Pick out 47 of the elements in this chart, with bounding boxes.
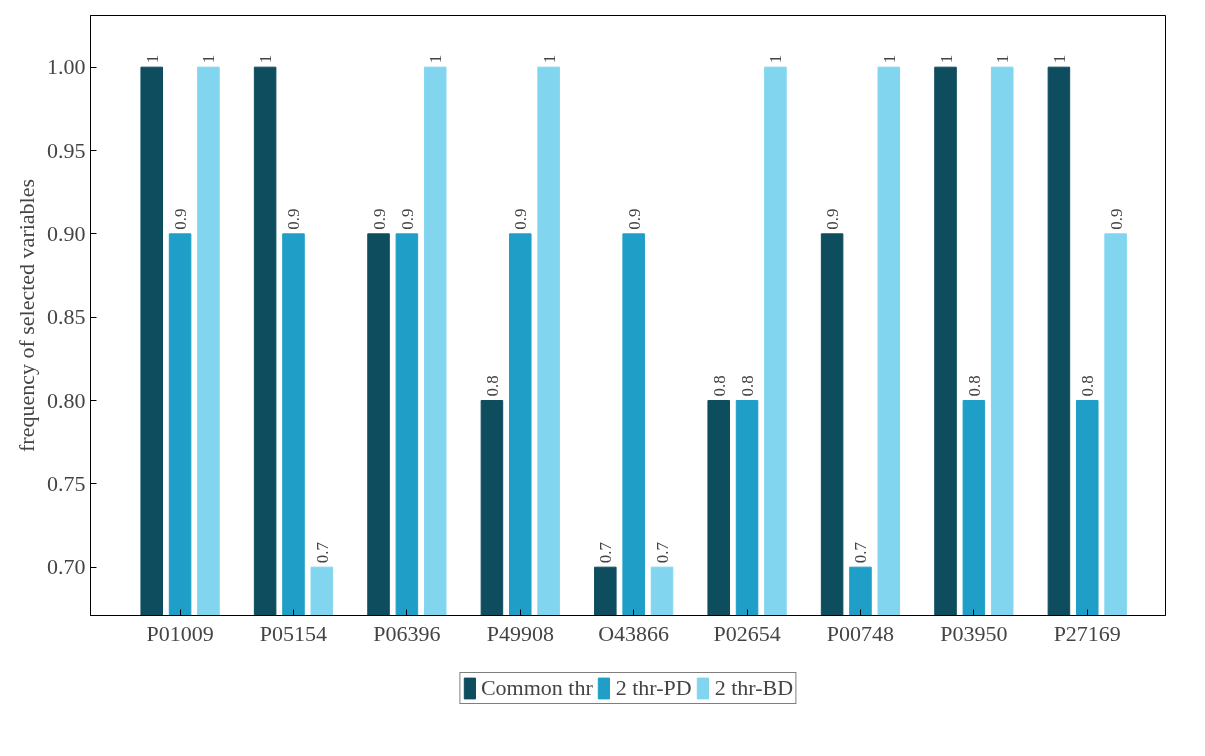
x-tick-label: P02654 (713, 620, 781, 646)
x-tick-label: P27169 (1053, 620, 1121, 646)
x-tick-label: P01009 (146, 620, 214, 646)
data-label: 0.7 (312, 541, 332, 564)
y-tick-label: 0.80 (47, 387, 86, 413)
y-tick-label: 0.90 (47, 220, 86, 246)
x-tick-label: O43866 (598, 620, 670, 646)
data-label: 1 (766, 54, 786, 64)
data-label: 0.9 (511, 208, 531, 230)
data-label: 1 (879, 54, 899, 64)
x-tick-label: P03950 (940, 620, 1008, 646)
data-label: 0.9 (284, 208, 304, 230)
data-label: 1 (539, 54, 559, 64)
x-tick-label: P05154 (259, 620, 328, 646)
data-label: 0.9 (171, 208, 191, 230)
data-label: 0.7 (851, 541, 871, 564)
data-label: 1 (993, 54, 1013, 64)
x-tick-label: P00748 (826, 620, 895, 646)
y-tick-label: 1.00 (47, 54, 86, 80)
legend-label: Common thr (480, 675, 593, 701)
data-label: 1 (426, 54, 446, 64)
legend-label: 2 thr-PD (615, 675, 692, 701)
data-label: 0.7 (596, 541, 616, 564)
data-label: 0.8 (482, 375, 502, 397)
data-label: 1 (142, 54, 162, 64)
y-tick-label: 0.75 (47, 470, 86, 496)
data-label: 0.9 (624, 208, 644, 230)
data-label: 1 (256, 54, 276, 64)
data-label: 0.8 (1078, 375, 1098, 397)
data-label: 0.9 (397, 208, 417, 230)
data-label: 0.7 (653, 541, 673, 564)
x-tick-label: P49908 (486, 620, 554, 646)
data-label: 0.8 (964, 375, 984, 397)
x-tick-label: P06396 (373, 620, 441, 646)
y-tick-label: 0.95 (47, 137, 86, 163)
data-label: 0.8 (709, 375, 729, 397)
legend-label: 2 thr-BD (714, 675, 794, 701)
y-axis-title: frequency of selected variables (14, 178, 39, 453)
data-label: 0.8 (738, 375, 758, 397)
data-label: 1 (936, 54, 956, 64)
data-label: 1 (1049, 54, 1069, 64)
data-label: 0.9 (823, 208, 843, 230)
data-label: 0.9 (1106, 208, 1126, 230)
y-tick-label: 0.85 (47, 304, 86, 330)
data-label: 0.9 (369, 208, 389, 230)
y-tick-label: 0.70 (47, 554, 86, 580)
data-label: 1 (199, 54, 219, 64)
